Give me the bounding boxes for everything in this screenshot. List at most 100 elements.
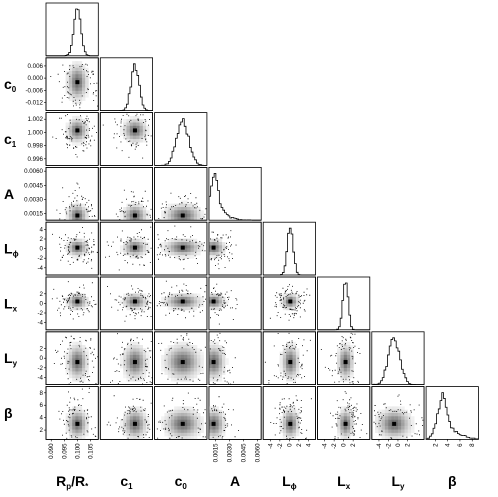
- density-cell: [129, 406, 134, 410]
- density-cell: [126, 300, 130, 304]
- density-cell: [68, 429, 73, 433]
- density-cell: [197, 432, 201, 437]
- density-cell: [78, 64, 83, 68]
- y-tick-label: 0.006: [28, 63, 44, 70]
- density-cell: [295, 432, 300, 437]
- density-cell: [174, 351, 178, 356]
- density-cell: [177, 251, 181, 256]
- density-cell: [208, 364, 213, 369]
- density-cell: [193, 361, 198, 365]
- density-cell: [167, 371, 172, 375]
- density-cell: [174, 345, 178, 349]
- density-cell: [208, 436, 213, 440]
- density-cell: [132, 139, 137, 143]
- density-cell: [78, 97, 83, 101]
- density-cell: [197, 293, 201, 297]
- panel-border: [154, 386, 208, 440]
- histogram-A: [208, 173, 262, 221]
- density-cell: [142, 296, 147, 301]
- axis-label-main: A: [230, 473, 240, 489]
- density-cell: [215, 413, 219, 417]
- density-cell: [78, 406, 83, 410]
- density-cell: [85, 419, 89, 424]
- density-cell: [142, 409, 147, 414]
- density-cell: [75, 406, 79, 410]
- density-cell: [197, 371, 201, 375]
- density-cell: [381, 426, 386, 430]
- density-cell: [180, 371, 185, 375]
- density-cell: [397, 413, 402, 417]
- density-cell: [381, 416, 386, 420]
- density-cell: [378, 413, 382, 417]
- density-cell: [139, 251, 143, 256]
- density-cell: [218, 378, 223, 382]
- density-cell: [170, 371, 175, 375]
- density-cell: [177, 351, 181, 356]
- density-cell: [161, 210, 165, 214]
- density-cell: [177, 422, 181, 427]
- panel-border: [99, 112, 154, 166]
- density-cell: [394, 426, 399, 430]
- density-cell: [286, 361, 290, 365]
- density-cell: [286, 354, 290, 359]
- density-cell: [164, 371, 168, 375]
- x-tick-label: -4: [376, 443, 383, 449]
- density-cell: [177, 416, 181, 420]
- density-peak: [75, 80, 80, 85]
- density-cell: [187, 207, 191, 211]
- density-cell: [286, 348, 290, 352]
- density-cell: [292, 348, 297, 352]
- y-tick-label: 2: [40, 236, 44, 243]
- panel-r6-c0: [45, 331, 99, 385]
- density-cell: [350, 368, 354, 372]
- density-cell: [167, 351, 172, 356]
- density-cell: [81, 203, 86, 208]
- density-cell: [187, 245, 191, 249]
- density-cell: [68, 251, 73, 256]
- density-cell: [129, 426, 134, 430]
- density-cell: [75, 87, 79, 91]
- density-cell: [350, 426, 354, 430]
- density-cell: [129, 300, 134, 304]
- density-cell: [187, 216, 191, 221]
- y-tick-label: 0.0015: [24, 211, 43, 218]
- density-cell: [72, 306, 76, 311]
- density-cell: [208, 416, 213, 420]
- density-cell: [132, 135, 137, 140]
- density-cell: [190, 242, 195, 246]
- density-cell: [132, 432, 137, 437]
- density-cell: [68, 422, 73, 427]
- density-cell: [167, 207, 172, 211]
- density-cell: [221, 296, 226, 301]
- density-cell: [279, 416, 284, 420]
- x-tick-label: 4: [305, 443, 312, 447]
- density-cell: [65, 422, 70, 427]
- density-cell: [68, 67, 73, 72]
- density-cell: [215, 345, 219, 349]
- density-cell: [184, 207, 188, 211]
- density-cell: [346, 413, 351, 417]
- histogram-c0: [154, 118, 207, 166]
- density-cell: [193, 242, 198, 246]
- sample-points: [210, 283, 238, 325]
- density-cell: [68, 348, 73, 352]
- density-cell: [174, 216, 178, 221]
- density-cell: [161, 416, 165, 420]
- density-cell: [187, 413, 191, 417]
- density-cell: [340, 409, 344, 414]
- density-cell: [187, 354, 191, 359]
- density-cell: [72, 135, 76, 140]
- density-cell: [136, 419, 140, 424]
- density-cell: [193, 306, 198, 311]
- density-cell: [218, 368, 223, 372]
- density-cell: [212, 429, 216, 433]
- density-peak: [75, 360, 80, 365]
- density-cell: [343, 429, 348, 433]
- y-tick-label: 0.0045: [24, 182, 43, 189]
- density-cell: [215, 358, 219, 362]
- x-tick-label: 2: [296, 443, 303, 447]
- density-cell: [190, 416, 195, 420]
- density-cell: [65, 245, 70, 249]
- density-cell: [126, 129, 130, 133]
- density-cell: [190, 216, 195, 221]
